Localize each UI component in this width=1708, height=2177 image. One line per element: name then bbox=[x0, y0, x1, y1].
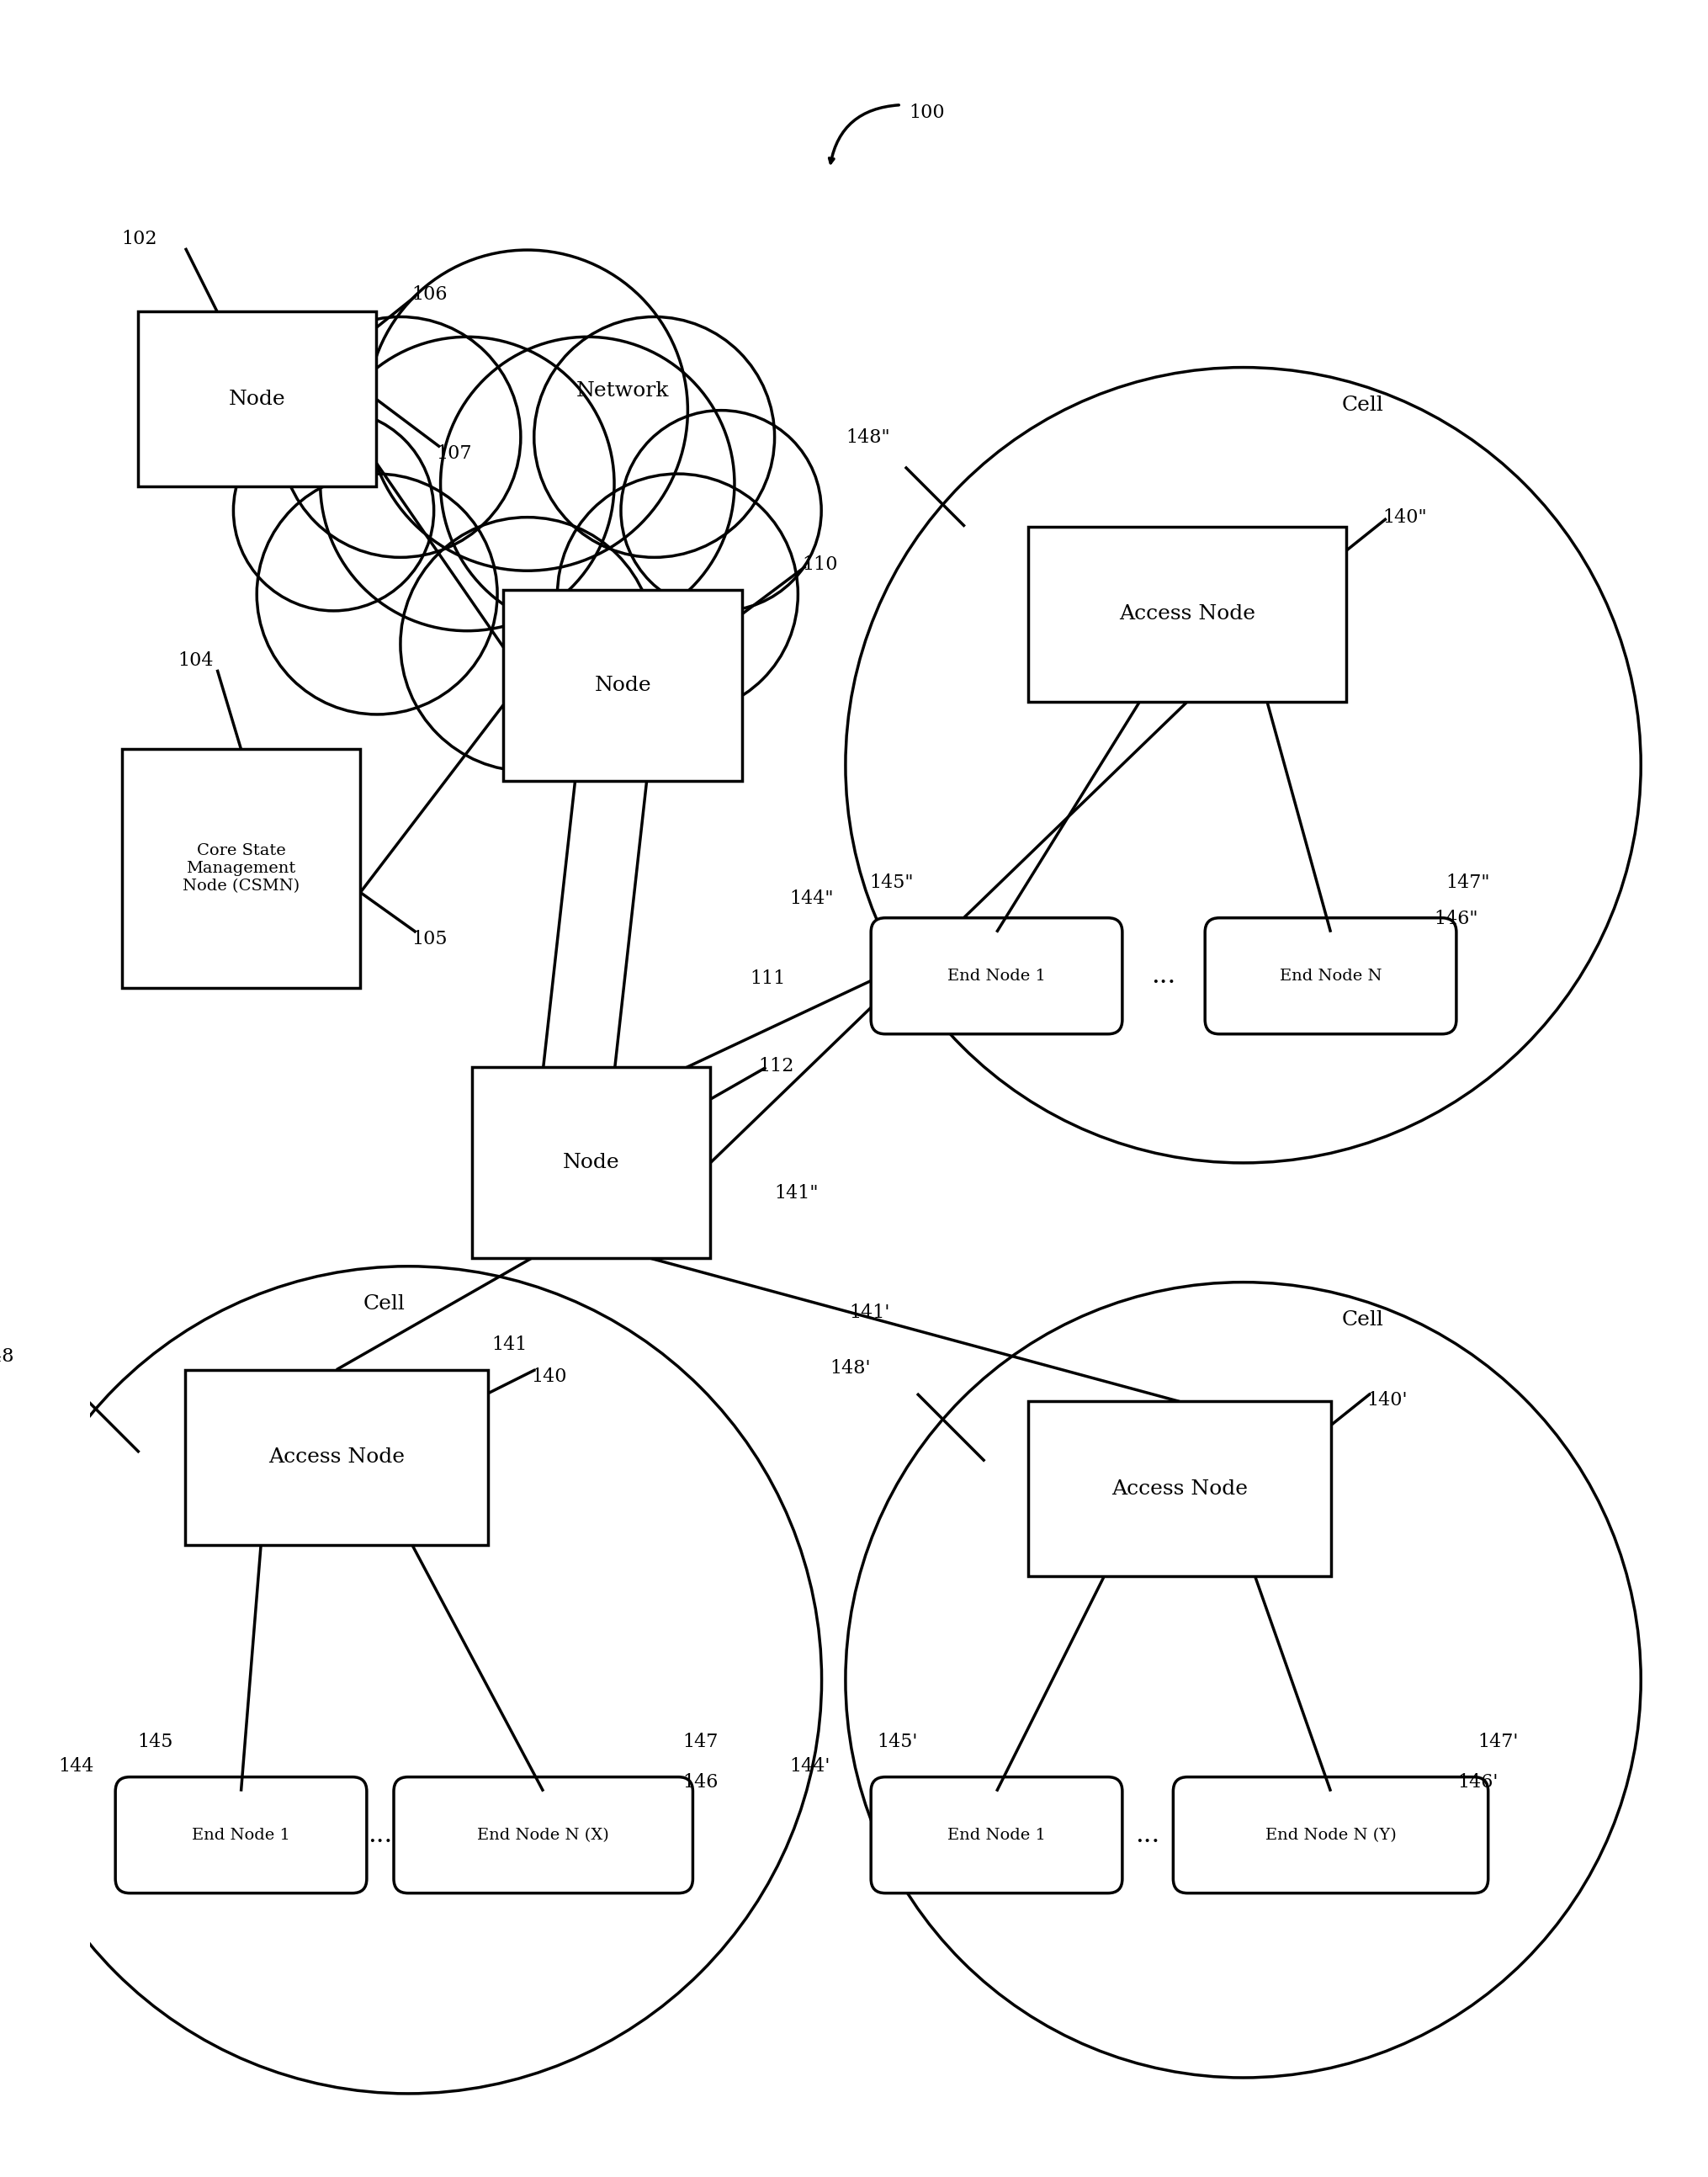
Text: Node: Node bbox=[229, 390, 285, 409]
Text: 105: 105 bbox=[412, 930, 447, 949]
FancyBboxPatch shape bbox=[471, 1067, 711, 1258]
Text: 145": 145" bbox=[869, 873, 914, 893]
Text: 146": 146" bbox=[1435, 910, 1477, 927]
Text: ...: ... bbox=[1136, 1822, 1160, 1848]
FancyBboxPatch shape bbox=[871, 919, 1122, 1034]
Text: 147: 147 bbox=[683, 1733, 717, 1752]
Text: 104: 104 bbox=[178, 651, 214, 671]
Circle shape bbox=[0, 1267, 822, 2094]
Circle shape bbox=[622, 409, 822, 612]
Text: 141: 141 bbox=[492, 1335, 528, 1354]
Text: 141': 141' bbox=[849, 1304, 890, 1321]
Text: 110: 110 bbox=[801, 555, 837, 575]
Text: 146: 146 bbox=[683, 1772, 717, 1792]
Text: End Node N (Y): End Node N (Y) bbox=[1266, 1827, 1395, 1842]
Text: Cell: Cell bbox=[1341, 1311, 1383, 1330]
FancyBboxPatch shape bbox=[121, 749, 360, 988]
Text: 112: 112 bbox=[758, 1056, 794, 1075]
Circle shape bbox=[367, 250, 688, 570]
Text: 148": 148" bbox=[845, 429, 890, 446]
Text: 100: 100 bbox=[909, 104, 945, 122]
Text: 145: 145 bbox=[138, 1733, 173, 1752]
FancyBboxPatch shape bbox=[138, 311, 376, 488]
FancyBboxPatch shape bbox=[1028, 1402, 1331, 1576]
Text: Access Node: Access Node bbox=[268, 1448, 405, 1467]
Circle shape bbox=[535, 318, 774, 557]
Text: 141": 141" bbox=[774, 1184, 818, 1202]
Text: ...: ... bbox=[367, 1822, 393, 1848]
Text: Node: Node bbox=[562, 1154, 620, 1173]
Text: ...: ... bbox=[1151, 962, 1177, 988]
Text: 147': 147' bbox=[1477, 1733, 1518, 1752]
Circle shape bbox=[280, 318, 521, 557]
Text: 140: 140 bbox=[531, 1367, 567, 1385]
Text: 140': 140' bbox=[1366, 1391, 1407, 1409]
Text: 147": 147" bbox=[1447, 873, 1489, 893]
FancyBboxPatch shape bbox=[395, 1776, 693, 1894]
Text: End Node N (X): End Node N (X) bbox=[477, 1827, 610, 1842]
FancyBboxPatch shape bbox=[871, 1776, 1122, 1894]
Text: 106: 106 bbox=[412, 285, 447, 305]
FancyBboxPatch shape bbox=[186, 1369, 487, 1546]
Text: 148': 148' bbox=[830, 1358, 871, 1378]
Circle shape bbox=[441, 337, 734, 631]
Text: 145': 145' bbox=[878, 1733, 919, 1752]
Circle shape bbox=[400, 518, 654, 771]
Text: Cell: Cell bbox=[364, 1295, 405, 1315]
Text: 107: 107 bbox=[436, 444, 471, 464]
Circle shape bbox=[256, 475, 497, 714]
Text: 140": 140" bbox=[1382, 507, 1426, 527]
Text: End Node 1: End Node 1 bbox=[948, 969, 1045, 984]
Circle shape bbox=[321, 337, 615, 631]
Text: Core State
Management
Node (CSMN): Core State Management Node (CSMN) bbox=[183, 842, 299, 893]
Text: Cell: Cell bbox=[1341, 396, 1383, 416]
Circle shape bbox=[234, 409, 434, 612]
Text: 144": 144" bbox=[789, 890, 834, 908]
Text: Network: Network bbox=[576, 381, 670, 401]
Circle shape bbox=[845, 1282, 1641, 2077]
Circle shape bbox=[557, 475, 798, 714]
FancyBboxPatch shape bbox=[116, 1776, 367, 1894]
Text: 146': 146' bbox=[1459, 1772, 1498, 1792]
Text: 102: 102 bbox=[121, 229, 157, 248]
Text: 111: 111 bbox=[750, 969, 786, 988]
Text: 144': 144' bbox=[789, 1757, 830, 1776]
FancyBboxPatch shape bbox=[1206, 919, 1457, 1034]
Text: 144: 144 bbox=[58, 1757, 94, 1776]
Circle shape bbox=[845, 368, 1641, 1163]
FancyBboxPatch shape bbox=[1028, 527, 1346, 701]
Text: Access Node: Access Node bbox=[1112, 1480, 1249, 1498]
Text: End Node N: End Node N bbox=[1279, 969, 1382, 984]
Text: End Node 1: End Node 1 bbox=[191, 1827, 290, 1842]
Text: 148: 148 bbox=[0, 1348, 14, 1365]
FancyBboxPatch shape bbox=[504, 590, 741, 782]
Text: End Node 1: End Node 1 bbox=[948, 1827, 1045, 1842]
Text: Access Node: Access Node bbox=[1119, 605, 1255, 623]
FancyBboxPatch shape bbox=[1173, 1776, 1488, 1894]
Text: Node: Node bbox=[594, 675, 651, 694]
